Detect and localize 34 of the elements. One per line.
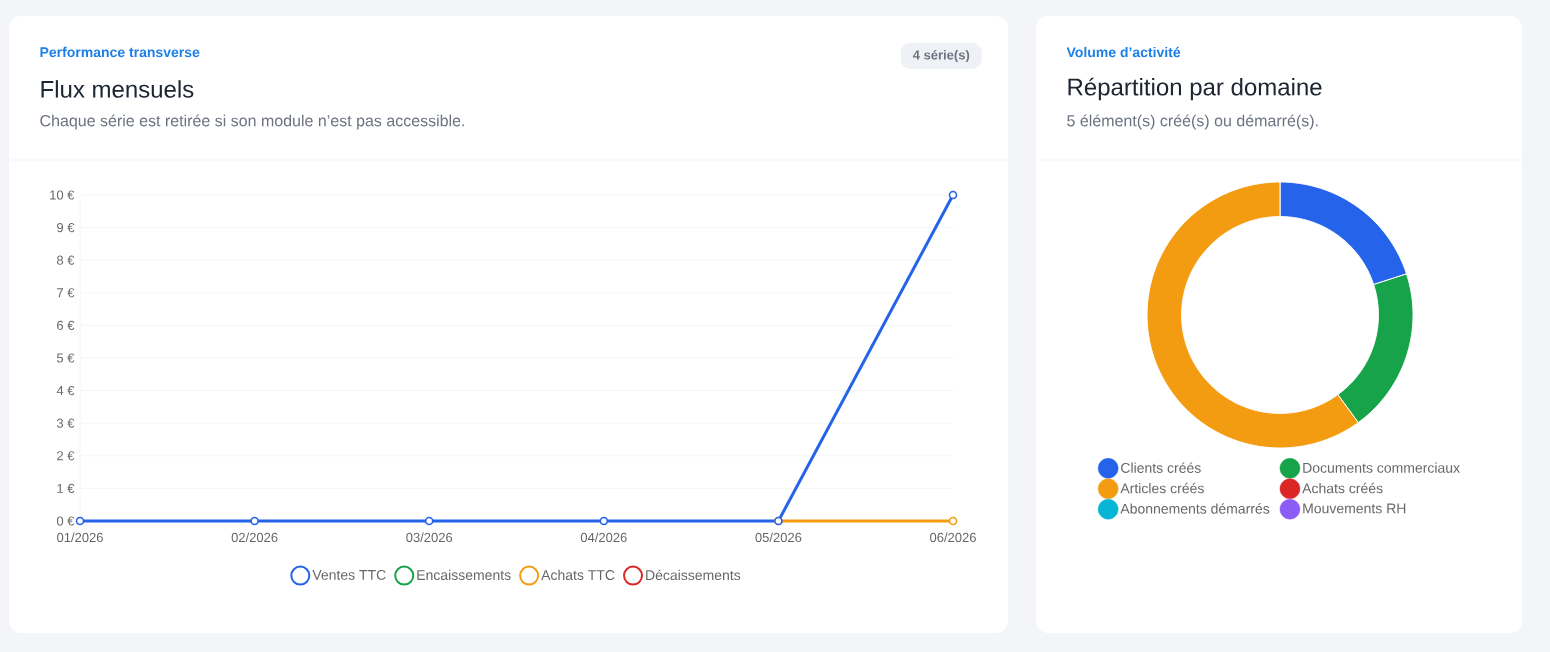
y-tick-label: 1 € xyxy=(57,483,75,493)
chart-title: Flux mensuels xyxy=(41,80,194,98)
chart-subtitle: Chaque série est retirée si son module n’est pas accessible. xyxy=(40,114,464,130)
y-tick-label: 8 € xyxy=(56,255,75,265)
legend-label: Mouvements RH xyxy=(1303,503,1406,514)
legend-label: Clients créés xyxy=(1121,462,1201,473)
x-tick-label: 04/2026 xyxy=(580,532,627,543)
legend-label: Articles créés xyxy=(1120,482,1204,494)
y-tick-label: 6 € xyxy=(57,320,75,330)
y-tick-label: 0 € xyxy=(56,516,75,526)
text: 4 série(s) xyxy=(912,49,970,63)
y-tick-label: 10 € xyxy=(50,190,75,200)
y-tick-label: 7 € xyxy=(57,288,75,298)
y-tick-label: 2 € xyxy=(57,451,75,461)
x-tick-label: 06/2026 xyxy=(930,532,976,543)
legend-label: Achats TTC xyxy=(541,569,615,581)
chart-title: Répartition par domaine xyxy=(1068,77,1322,101)
legend-label: Documents commerciaux xyxy=(1303,462,1460,473)
x-tick-label: 01/2026 xyxy=(57,532,103,543)
x-tick-label: 02/2026 xyxy=(231,532,278,543)
text: Volume d’activité xyxy=(1066,46,1181,58)
legend-label: Décaissements xyxy=(646,569,741,581)
chart-subtitle: 5 élément(s) créé(s) ou démarré(s). xyxy=(1067,114,1318,130)
y-tick-label: 3 € xyxy=(56,418,75,428)
legend-label: Achats créés xyxy=(1302,482,1383,494)
y-tick-label: 9 € xyxy=(57,222,75,233)
y-tick-label: 5 € xyxy=(56,353,75,363)
x-tick-label: 03/2026 xyxy=(406,532,453,543)
text: Performance transverse xyxy=(40,46,200,58)
y-tick-label: 4 € xyxy=(56,385,75,396)
legend-label: Encaissements xyxy=(417,569,511,581)
legend-label: Ventes TTC xyxy=(312,569,386,580)
legend-label: Abonnements démarrés xyxy=(1120,503,1270,514)
x-tick-label: 05/2026 xyxy=(755,532,802,543)
